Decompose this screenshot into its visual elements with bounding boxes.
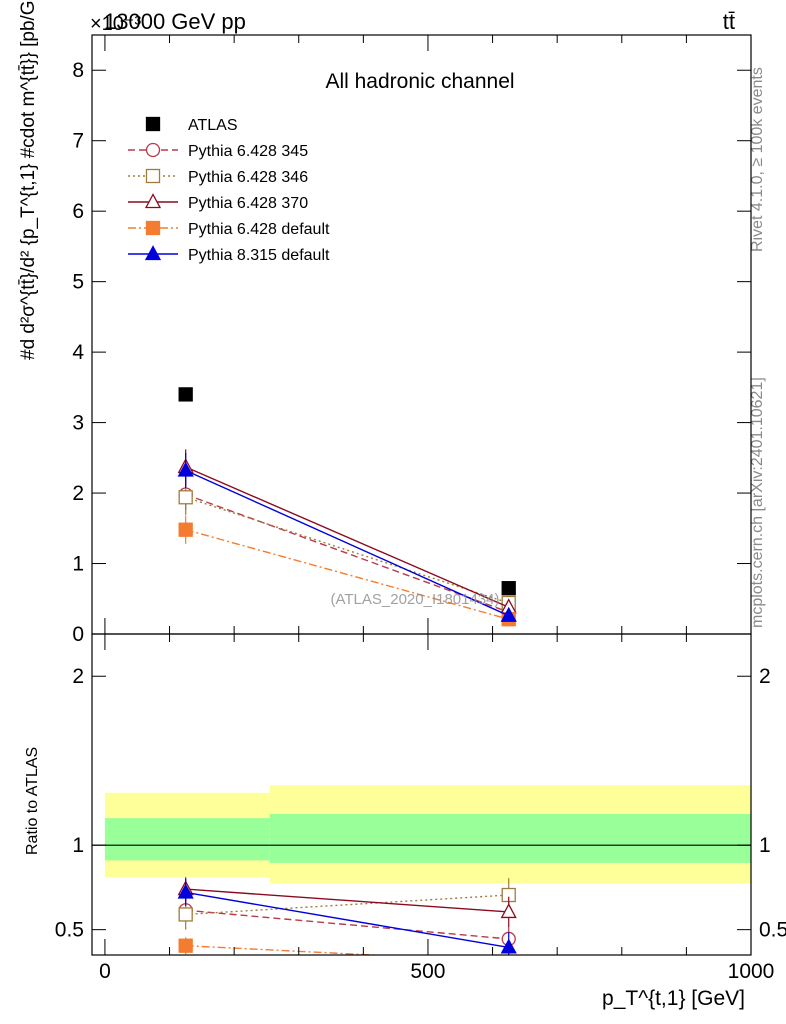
legend-label: Pythia 6.428 345 (188, 143, 308, 160)
main-ytick-label: 3 (72, 412, 84, 435)
ratio-y-axis-label: Ratio to ATLAS (24, 747, 41, 855)
main-ytick-label: 5 (72, 271, 84, 294)
ratio-ytick-label: 0.5 (55, 919, 84, 942)
main-ytick-label: 6 (72, 200, 84, 223)
ratio-series-line (185, 909, 509, 940)
ratio-ytick-label-right: 1 (759, 834, 771, 857)
ratio-frame (91, 633, 752, 956)
ratio-ytick-label: 2 (72, 665, 84, 688)
legend-marker (145, 220, 161, 236)
data-point (178, 490, 193, 505)
x-tick-label: 1000 (728, 960, 775, 983)
main-ytick-label: 2 (72, 482, 84, 505)
ratio-ytick-label-right: 2 (759, 665, 771, 688)
legend-marker (145, 168, 161, 184)
ratio-point (501, 954, 516, 955)
ratio-plot: 0.5 0.5 1 1 2 2 0 500 1000 (55, 633, 786, 983)
legend-marker (145, 142, 161, 158)
main-ytick-label: 7 (72, 130, 84, 153)
legend-label: Pythia 6.428 346 (188, 169, 308, 186)
x-tick-label: 500 (410, 960, 445, 983)
main-ytick-label: 4 (72, 341, 84, 364)
series-line (185, 529, 509, 620)
ratio-point (500, 938, 517, 954)
legend-label: Pythia 8.315 default (188, 247, 330, 264)
exponent-label: ×10⁻³ (90, 13, 141, 35)
data-point (178, 387, 193, 402)
ratio-series (177, 877, 517, 955)
main-ytick-label: 0 (72, 623, 84, 646)
data-point (177, 461, 194, 477)
ratio-point (178, 938, 193, 953)
uncertainty-band-inner (269, 813, 751, 863)
rivet-label: Rivet 4.1.0, ≥ 100k events (749, 67, 766, 252)
ratio-series-line (185, 888, 509, 913)
series-line (185, 493, 509, 613)
ratio-series-line (185, 945, 387, 955)
main-ytick-label: 8 (72, 59, 84, 82)
process-label: 13000 GeV pp (104, 9, 246, 34)
legend-marker (144, 193, 162, 209)
series-line (185, 466, 509, 608)
data-point (501, 581, 516, 596)
series-line (185, 469, 510, 617)
data-point (500, 606, 517, 622)
ratio-point (177, 883, 194, 899)
data-point (178, 522, 193, 537)
ratio-series-line (185, 891, 509, 949)
watermark: (ATLAS_2020_I1801434) (330, 591, 499, 608)
legend: ATLAS Pythia 6.428 345 Pythia 6.428 346 Pyt… (128, 116, 330, 264)
main-title: All hadronic channel (325, 70, 514, 93)
ratio-ytick-label-right: 0.5 (759, 919, 786, 942)
uncertainty-band-inner (104, 818, 270, 861)
x-tick-label: 0 (99, 960, 111, 983)
main-ytick-label: 1 (72, 553, 84, 576)
legend-label: ATLAS (188, 117, 238, 134)
legend-label: Pythia 6.428 default (188, 221, 330, 238)
main-plot: 0 1 2 3 4 5 6 7 8 (72, 34, 752, 646)
legend-marker (145, 116, 161, 132)
ratio-ytick-label: 1 (72, 834, 84, 857)
mcplots-label: mcplots.cern.ch [arXiv:2401.10621] (749, 377, 766, 628)
channel-label: tt̄ (723, 9, 735, 34)
legend-label: Pythia 6.428 370 (188, 195, 308, 212)
series-line (185, 496, 509, 604)
ratio-point (178, 907, 193, 922)
main-y-axis-label: #d d²σ^{tt̄}/d² {p_T^{t,1} #cdot m^{tt̄}… (18, 0, 39, 360)
ratio-series-line (185, 894, 509, 916)
ratio-point (500, 903, 517, 919)
legend-marker (144, 245, 162, 261)
x-axis-label: p_T^{t,1} [GeV] (602, 987, 745, 1010)
